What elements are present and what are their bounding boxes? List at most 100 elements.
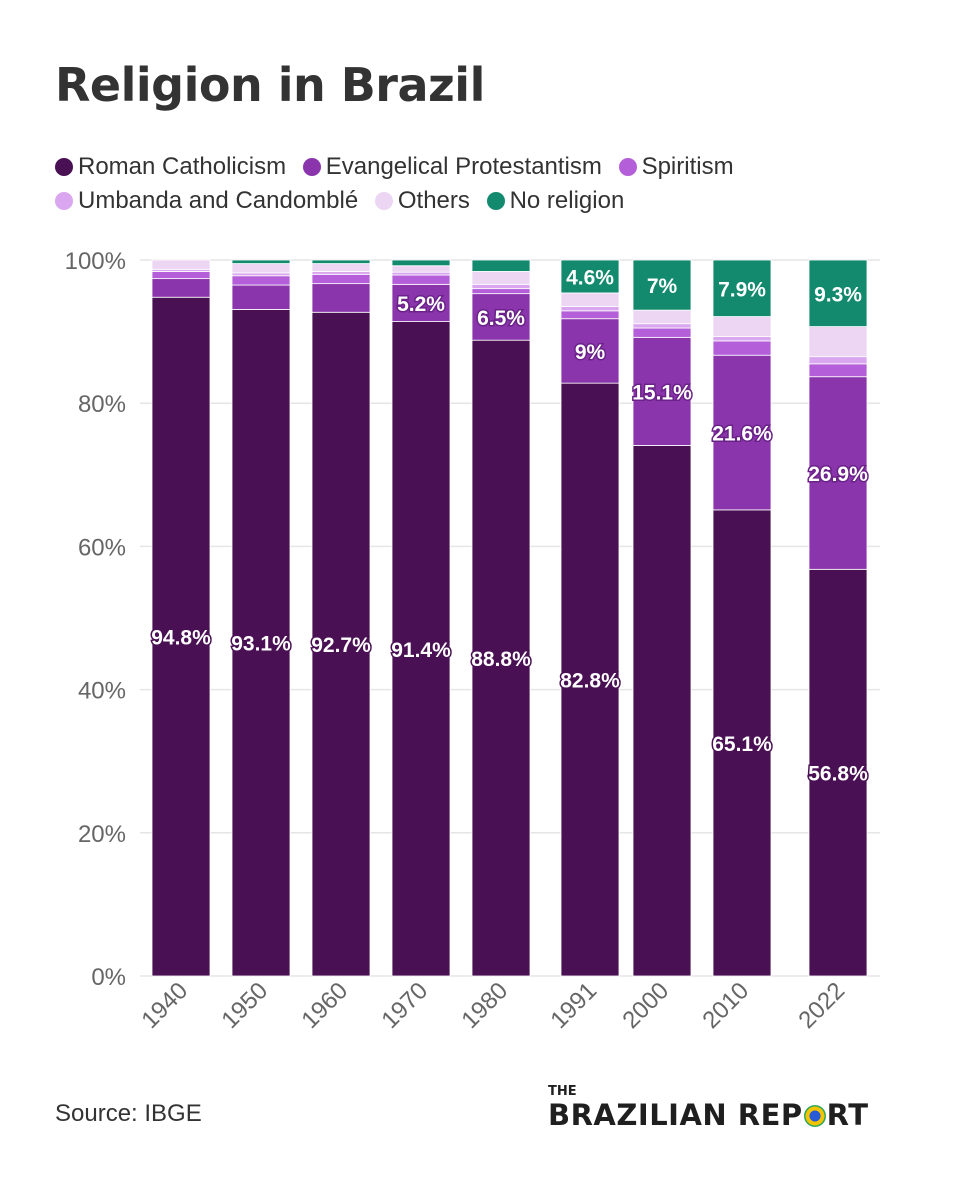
legend-label-no-religion: No religion [509, 187, 625, 214]
x-tick-label: 1960 [296, 977, 353, 1034]
bar-segment [151, 278, 211, 298]
bar-segment [808, 259, 868, 327]
bar-segment [231, 275, 291, 286]
data-label: 7% [647, 275, 678, 298]
bar-segment [560, 318, 620, 384]
legend-swatch-spiritism [618, 158, 637, 176]
bar-segment [808, 363, 868, 378]
y-tick-label: 20% [78, 821, 126, 848]
data-label: 91.4% [391, 639, 451, 662]
globe-icon [803, 1105, 826, 1127]
legend-swatch-no-religion [486, 192, 505, 210]
chart-title: Religion in Brazil [55, 58, 485, 112]
x-tick-label: 1980 [456, 977, 513, 1034]
bar-segment [151, 271, 211, 280]
legend-swatch-evangelical [302, 158, 321, 176]
data-label: 92.7% [311, 634, 371, 657]
legend-item-catholicism: Roman Catholicism [55, 150, 286, 184]
bar-segment [632, 327, 692, 338]
y-tick-label: 60% [78, 534, 126, 561]
data-label: 15.1% [632, 381, 692, 404]
data-label: 26.9% [808, 463, 868, 486]
legend-label-catholicism: Roman Catholicism [78, 153, 287, 180]
bar-segment [712, 336, 772, 342]
bar-segment [632, 336, 692, 446]
data-label: 56.8% [808, 763, 868, 786]
bar-segment [471, 293, 531, 341]
legend-label-evangelical: Evangelical Protestantism [325, 153, 602, 180]
legend-swatch-others [374, 192, 393, 210]
bar-segment [712, 509, 772, 977]
legend-label-umbanda: Umbanda and Candomblé [78, 187, 359, 214]
x-tick-label: 2000 [617, 977, 674, 1034]
bar-segment [151, 296, 211, 977]
bar-segment [311, 273, 371, 285]
bar-segment [391, 265, 451, 273]
bar-segment [471, 259, 531, 272]
x-tick-label: 1950 [216, 977, 273, 1034]
legend-label-spiritism: Spiritism [641, 153, 734, 180]
bar-segment [632, 309, 692, 325]
bar-segment [560, 292, 620, 307]
chart-legend: Roman Catholicism Evangelical Protestant… [55, 150, 915, 218]
bar-segment [471, 271, 531, 285]
bar-segment [231, 284, 291, 310]
brazilian-report-logo: THE BRAZILIAN REP RT [548, 1085, 868, 1132]
y-tick-label: 0% [91, 964, 126, 991]
data-label: 7.9% [718, 278, 766, 301]
x-tick-label: 1991 [545, 977, 602, 1034]
data-label: 9.3% [814, 283, 862, 306]
x-tick-label: 2022 [793, 977, 850, 1034]
logo-name-part2: RT [826, 1098, 869, 1132]
y-tick-label: 80% [78, 391, 126, 418]
bar-segment [712, 316, 772, 338]
bar-segment [231, 309, 291, 977]
stacked-bar-chart: 0% 20% 40% 60% 80% 100% 1940 1950 1960 1970 1980 19… [65, 248, 880, 1034]
legend-item-spiritism: Spiritism [618, 150, 734, 184]
legend-row-2: Umbanda and Candomblé Others No religion [55, 184, 915, 218]
data-label: 9% [575, 341, 606, 364]
data-label: 93.1% [231, 633, 291, 656]
bar-segment [808, 356, 868, 365]
bar-segment [311, 283, 371, 313]
legend-item-others: Others [374, 184, 470, 218]
y-tick-label: 40% [78, 678, 126, 705]
data-label: 6.5% [477, 307, 525, 330]
bar-segment [231, 263, 291, 274]
bar-segment [560, 259, 620, 294]
bar-segment [311, 259, 371, 264]
bar-segment [632, 445, 692, 977]
x-tick-label: 2010 [697, 977, 754, 1034]
data-label: 94.8% [151, 627, 211, 650]
y-tick-label: 100% [65, 248, 126, 275]
bar-segment [712, 354, 772, 511]
bar-segment [712, 340, 772, 356]
bar-segment [391, 274, 451, 285]
bar-segment [560, 382, 620, 977]
bar-segment [712, 259, 772, 317]
bar-segment [471, 283, 531, 290]
bar-segment [471, 339, 531, 977]
bar-segment [311, 311, 371, 977]
legend-item-evangelical: Evangelical Protestantism [302, 150, 602, 184]
bar-segment [231, 259, 291, 264]
bar-segment [311, 263, 371, 272]
x-tick-label: 1940 [136, 977, 193, 1034]
bar-segment [808, 376, 868, 570]
bar-segment [231, 272, 291, 277]
legend-swatch-umbanda [55, 192, 73, 210]
data-label: 5.2% [397, 293, 445, 316]
bar-segment [391, 271, 451, 276]
bar-segment [808, 568, 868, 977]
logo-name-part1: BRAZILIAN REP [548, 1098, 803, 1132]
logo-name: BRAZILIAN REP RT [548, 1098, 868, 1132]
bar-segment [632, 259, 692, 311]
source-note: Source: IBGE [55, 1100, 202, 1127]
data-label: 21.6% [712, 423, 772, 446]
bar-segment [808, 326, 868, 358]
x-tick-label: 1970 [376, 977, 433, 1034]
bar-segment [151, 259, 211, 270]
legend-row-1: Roman Catholicism Evangelical Protestant… [55, 150, 915, 184]
bar-segment [311, 271, 371, 275]
data-label: 82.8% [560, 670, 620, 693]
